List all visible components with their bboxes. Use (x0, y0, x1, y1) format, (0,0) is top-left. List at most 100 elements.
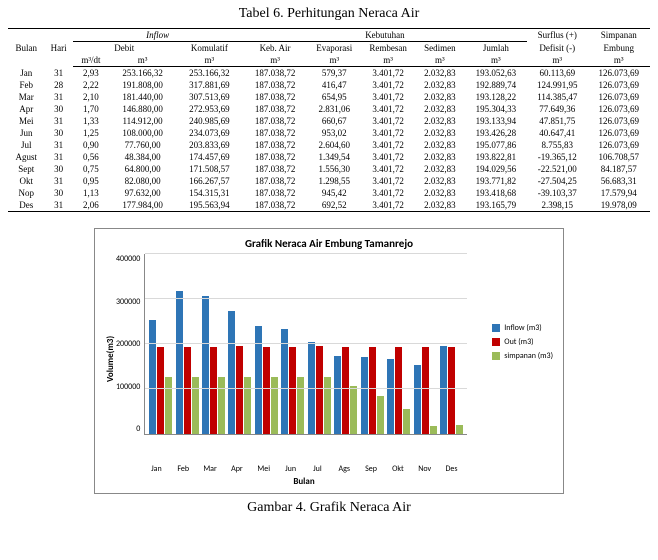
x-tick: Mar (197, 464, 224, 474)
cell: Okt (8, 175, 45, 187)
bar-inflow (440, 346, 447, 434)
cell: Apr (8, 103, 45, 115)
y-tick: 100000 (116, 382, 140, 392)
table-row: Jun301,25108.000,00234.073,69187.038,729… (8, 127, 650, 139)
legend-label: Inflow (m3) (504, 323, 541, 333)
th-sed: Sedimen (415, 42, 465, 55)
cell: 126.073,69 (587, 139, 650, 151)
x-tick: Feb (170, 464, 197, 474)
figure-caption: Gambar 4. Grafik Neraca Air (8, 500, 650, 516)
cell: 187.038,72 (243, 187, 308, 199)
cell: 2.032,83 (415, 79, 465, 91)
page: Tabel 6. Perhitungan Neraca Air Bulan Ha… (0, 0, 658, 522)
cell: 194.029,56 (465, 163, 528, 175)
cell: 195.077,86 (465, 139, 528, 151)
cell: 1.349,54 (307, 151, 361, 163)
cell: Jul (8, 139, 45, 151)
cell: 3.401,72 (361, 151, 415, 163)
cell: 3.401,72 (361, 67, 415, 80)
cell: 187.038,72 (243, 139, 308, 151)
cell: 187.038,72 (243, 79, 308, 91)
cell: Feb (8, 79, 45, 91)
th-komulatif: Komulatif (176, 42, 243, 55)
legend: Inflow (m3)Out (m3)simpanan (m3) (492, 319, 553, 365)
cell: 3.401,72 (361, 139, 415, 151)
cell: 56.683,31 (587, 175, 650, 187)
cell: 579,37 (307, 67, 361, 80)
bar-out (395, 347, 402, 434)
cell: 114.912,00 (109, 115, 176, 127)
cell: 1,13 (73, 187, 110, 199)
th-inflow-group: Inflow (73, 29, 243, 42)
cell: 126.073,69 (587, 91, 650, 103)
x-tick: Sep (358, 464, 385, 474)
cell: Nop (8, 187, 45, 199)
cell: 2,06 (73, 199, 110, 212)
cell: 64.800,00 (109, 163, 176, 175)
th-m3-2: m³ (176, 54, 243, 67)
cell: 146.880,00 (109, 103, 176, 115)
cell: 30 (45, 163, 73, 175)
cell: 2.604,60 (307, 139, 361, 151)
table-row: Feb282,22191.808,00317.881,69187.038,724… (8, 79, 650, 91)
cell: 154.315,31 (176, 187, 243, 199)
y-tick: 400000 (116, 254, 140, 264)
cell: 181.440,00 (109, 91, 176, 103)
cell: -19.365,12 (527, 151, 587, 163)
cell: 2.032,83 (415, 91, 465, 103)
bar-out (369, 347, 376, 434)
cell: 2.032,83 (415, 199, 465, 212)
cell: 47.851,75 (527, 115, 587, 127)
cell: 84.187,57 (587, 163, 650, 175)
y-ticks: 4000003000002000001000000 (116, 254, 144, 434)
th-m3-5: m³ (361, 54, 415, 67)
cell: 108.000,00 (109, 127, 176, 139)
cell: 1,70 (73, 103, 110, 115)
bar-out (316, 346, 323, 434)
cell: 3.401,72 (361, 103, 415, 115)
cell: 317.881,69 (176, 79, 243, 91)
y-tick: 200000 (116, 339, 140, 349)
cell: 31 (45, 151, 73, 163)
grid-line (145, 298, 467, 299)
cell: Mar (8, 91, 45, 103)
bar-group (200, 254, 226, 434)
legend-item: Inflow (m3) (492, 323, 553, 333)
cell: 195.563,94 (176, 199, 243, 212)
cell: 126.073,69 (587, 115, 650, 127)
bar-simpanan (456, 425, 463, 434)
cell: 187.038,72 (243, 67, 308, 80)
cell: 272.953,69 (176, 103, 243, 115)
th-remb: Rembesan (361, 42, 415, 55)
table-body: Jan312,93253.166,32253.166,32187.038,725… (8, 67, 650, 212)
cell: 3.401,72 (361, 187, 415, 199)
cell: 234.073,69 (176, 127, 243, 139)
legend-swatch (492, 338, 500, 346)
cell: 31 (45, 115, 73, 127)
cell: 126.073,69 (587, 67, 650, 80)
th-m3-7: m³ (465, 54, 528, 67)
bar-out (263, 347, 270, 434)
chart-container: Grafik Neraca Air Embung Tamanrejo Volum… (94, 228, 564, 494)
cell: 2,22 (73, 79, 110, 91)
legend-item: Out (m3) (492, 337, 553, 347)
legend-swatch (492, 324, 500, 332)
y-tick: 300000 (116, 297, 140, 307)
cell: 307.513,69 (176, 91, 243, 103)
cell: 191.808,00 (109, 79, 176, 91)
cell: 2.032,83 (415, 139, 465, 151)
bar-group (306, 254, 332, 434)
cell: 187.038,72 (243, 115, 308, 127)
bar-out (342, 347, 349, 434)
cell: 31 (45, 175, 73, 187)
cell: 945,42 (307, 187, 361, 199)
cell: 82.080,00 (109, 175, 176, 187)
cell: 2.032,83 (415, 151, 465, 163)
th-evap: Evaporasi (307, 42, 361, 55)
table-row: Nop301,1397.632,00154.315,31187.038,7294… (8, 187, 650, 199)
th-simpanan: Simpanan (587, 29, 650, 42)
cell: 174.457,69 (176, 151, 243, 163)
bars-row (145, 254, 467, 434)
x-tick: Jun (277, 464, 304, 474)
x-ticks: JanFebMarAprMeiJunJulAgsSepOktNovDes (141, 464, 467, 474)
